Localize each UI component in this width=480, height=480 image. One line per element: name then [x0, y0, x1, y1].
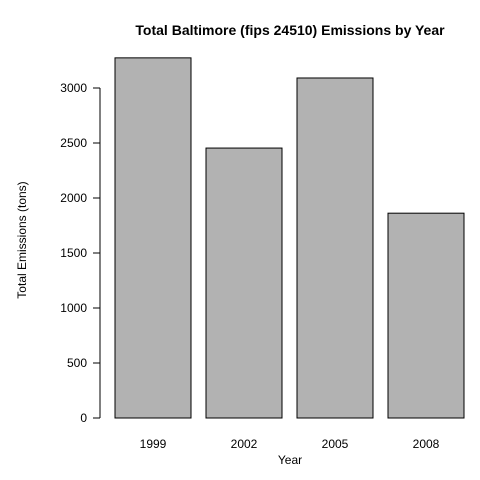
x-tick-label-1999: 1999	[140, 437, 167, 451]
x-tick-label-2008: 2008	[413, 437, 440, 451]
y-tick-label: 2500	[60, 136, 87, 150]
chart-title: Total Baltimore (fips 24510) Emissions b…	[135, 22, 445, 38]
y-tick-label: 1000	[60, 301, 87, 315]
y-tick-label: 0	[80, 411, 87, 425]
bar-series	[114, 57, 465, 419]
y-tick-label: 3000	[60, 81, 87, 95]
y-tick-label: 2000	[60, 191, 87, 205]
bar-2005	[296, 77, 374, 419]
y-axis-label: Total Emissions (tons)	[15, 181, 29, 298]
bar-2008	[387, 212, 465, 419]
x-axis-tick-labels: 1999 2002 2005 2008	[140, 437, 440, 451]
bar-2002	[205, 147, 283, 419]
y-tick-label: 1500	[60, 246, 87, 260]
y-tick-label: 500	[67, 356, 87, 370]
x-tick-label-2002: 2002	[231, 437, 258, 451]
y-axis: 0 500 1000 1500 2000 2500 3000	[60, 81, 101, 425]
bar-1999	[114, 57, 192, 419]
x-axis-label: Year	[278, 453, 302, 467]
x-tick-label-2005: 2005	[322, 437, 349, 451]
